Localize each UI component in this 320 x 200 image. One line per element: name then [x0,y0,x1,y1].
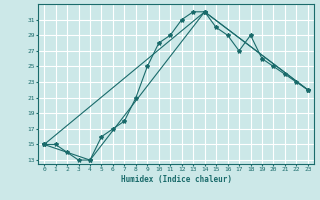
X-axis label: Humidex (Indice chaleur): Humidex (Indice chaleur) [121,175,231,184]
